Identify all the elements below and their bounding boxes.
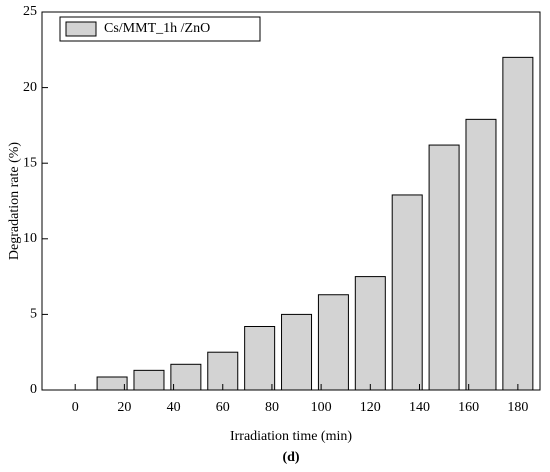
- bar: [317, 294, 349, 391]
- bar: [354, 276, 386, 391]
- bar: [465, 118, 497, 391]
- y-tick-label: 0: [30, 382, 37, 397]
- bar: [96, 376, 128, 391]
- bar: [502, 56, 534, 391]
- x-tick-label: 80: [265, 400, 279, 415]
- legend-box: [59, 16, 261, 42]
- x-tick-label: 60: [216, 400, 230, 415]
- bar: [391, 194, 423, 391]
- x-tick-label: 100: [311, 400, 332, 415]
- plot-frame: [41, 11, 541, 391]
- bar: [133, 369, 165, 391]
- bar: [428, 144, 460, 391]
- y-tick-label: 25: [23, 4, 37, 19]
- y-axis-label: Degradation rate (%): [7, 142, 22, 260]
- x-tick-label: 160: [458, 400, 479, 415]
- x-tick-label: 0: [72, 400, 79, 415]
- x-tick-label: 120: [360, 400, 381, 415]
- bar: [207, 351, 239, 391]
- y-tick-label: 10: [23, 231, 37, 246]
- y-tick-label: 15: [23, 155, 37, 170]
- x-tick-label: 180: [507, 400, 528, 415]
- x-tick-label: 20: [117, 400, 131, 415]
- x-axis-label: Irradiation time (min): [230, 429, 352, 444]
- legend-label: Cs/MMT_1h /ZnO: [104, 21, 210, 36]
- bar: [244, 325, 276, 391]
- bar: [170, 363, 202, 391]
- bar: [281, 313, 313, 391]
- legend-swatch: [65, 21, 97, 37]
- y-tick-label: 20: [23, 80, 37, 95]
- y-tick-label: 5: [30, 307, 37, 322]
- subtitle: (d): [282, 450, 299, 465]
- x-tick-label: 140: [409, 400, 430, 415]
- x-tick-label: 40: [167, 400, 181, 415]
